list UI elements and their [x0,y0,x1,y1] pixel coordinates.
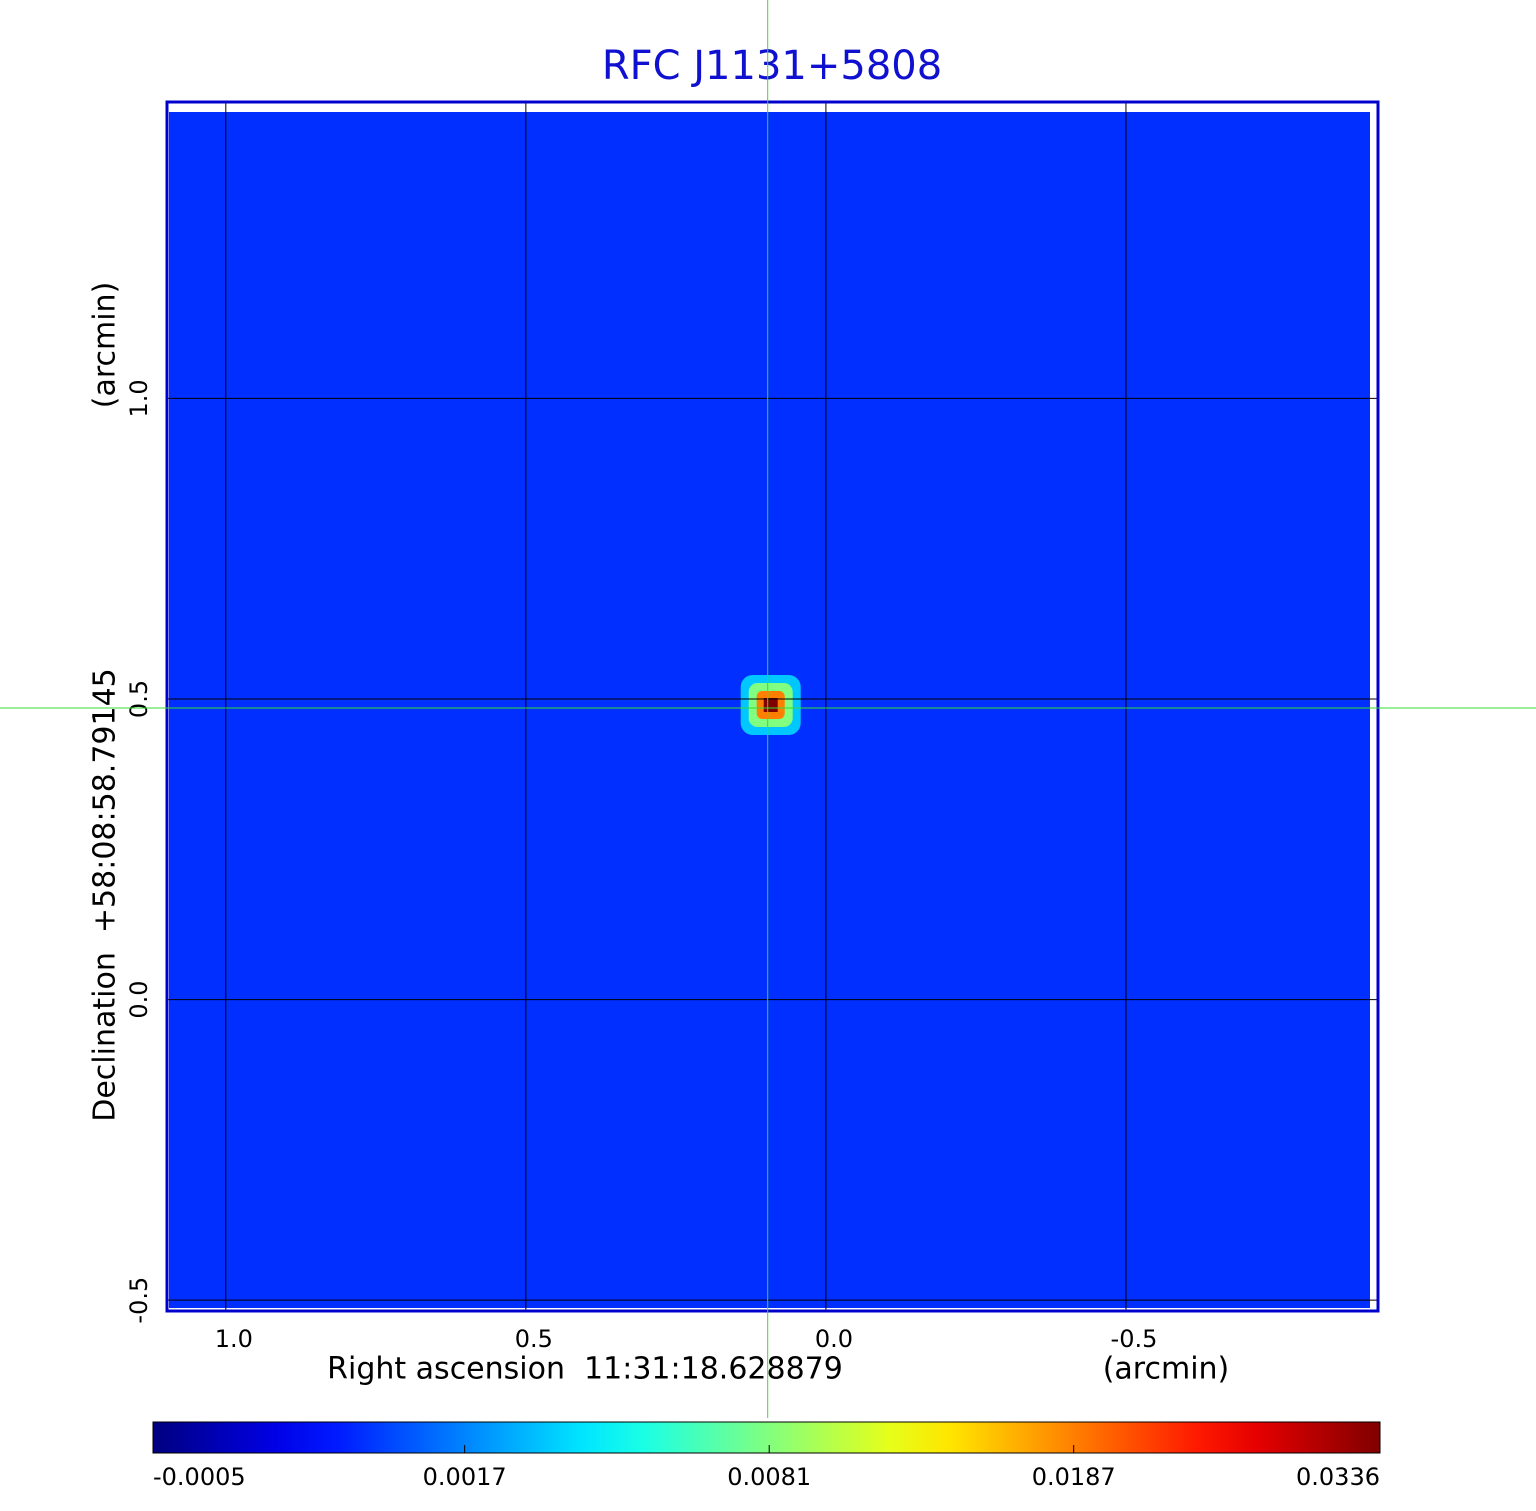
source-peak [763,697,778,712]
colorbar-tick-label: 0.0017 [423,1463,507,1491]
y-tick-label: 0.0 [125,980,153,1018]
chart-title: RFC J1131+5808 [602,43,942,89]
colorbar-tick-label: 0.0187 [1032,1463,1116,1491]
x-axis-unit: (arcmin) [1103,1352,1230,1387]
y-tick-label: -0.5 [125,1277,153,1324]
colorbar-tick-label: -0.0005 [153,1463,246,1491]
colorbar [152,1421,1381,1454]
y-axis-unit: (arcmin) [88,282,123,409]
plot-frame [165,100,1380,1313]
colorbar-tick-label: 0.0336 [1296,1463,1380,1491]
x-axis-label: Right ascension 11:31:18.628879 [327,1352,843,1387]
x-tick-label: -0.5 [1111,1325,1158,1353]
y-tick-label: 1.0 [125,379,153,417]
y-tick-label: 0.5 [125,680,153,718]
x-tick-label: 0.0 [815,1325,853,1353]
colorbar-tick-label: 0.0081 [727,1463,811,1491]
x-tick-label: 0.5 [515,1325,553,1353]
x-tick-label: 1.0 [215,1325,253,1353]
y-axis-label: Declination +58:08:58.79145 [88,668,123,1122]
